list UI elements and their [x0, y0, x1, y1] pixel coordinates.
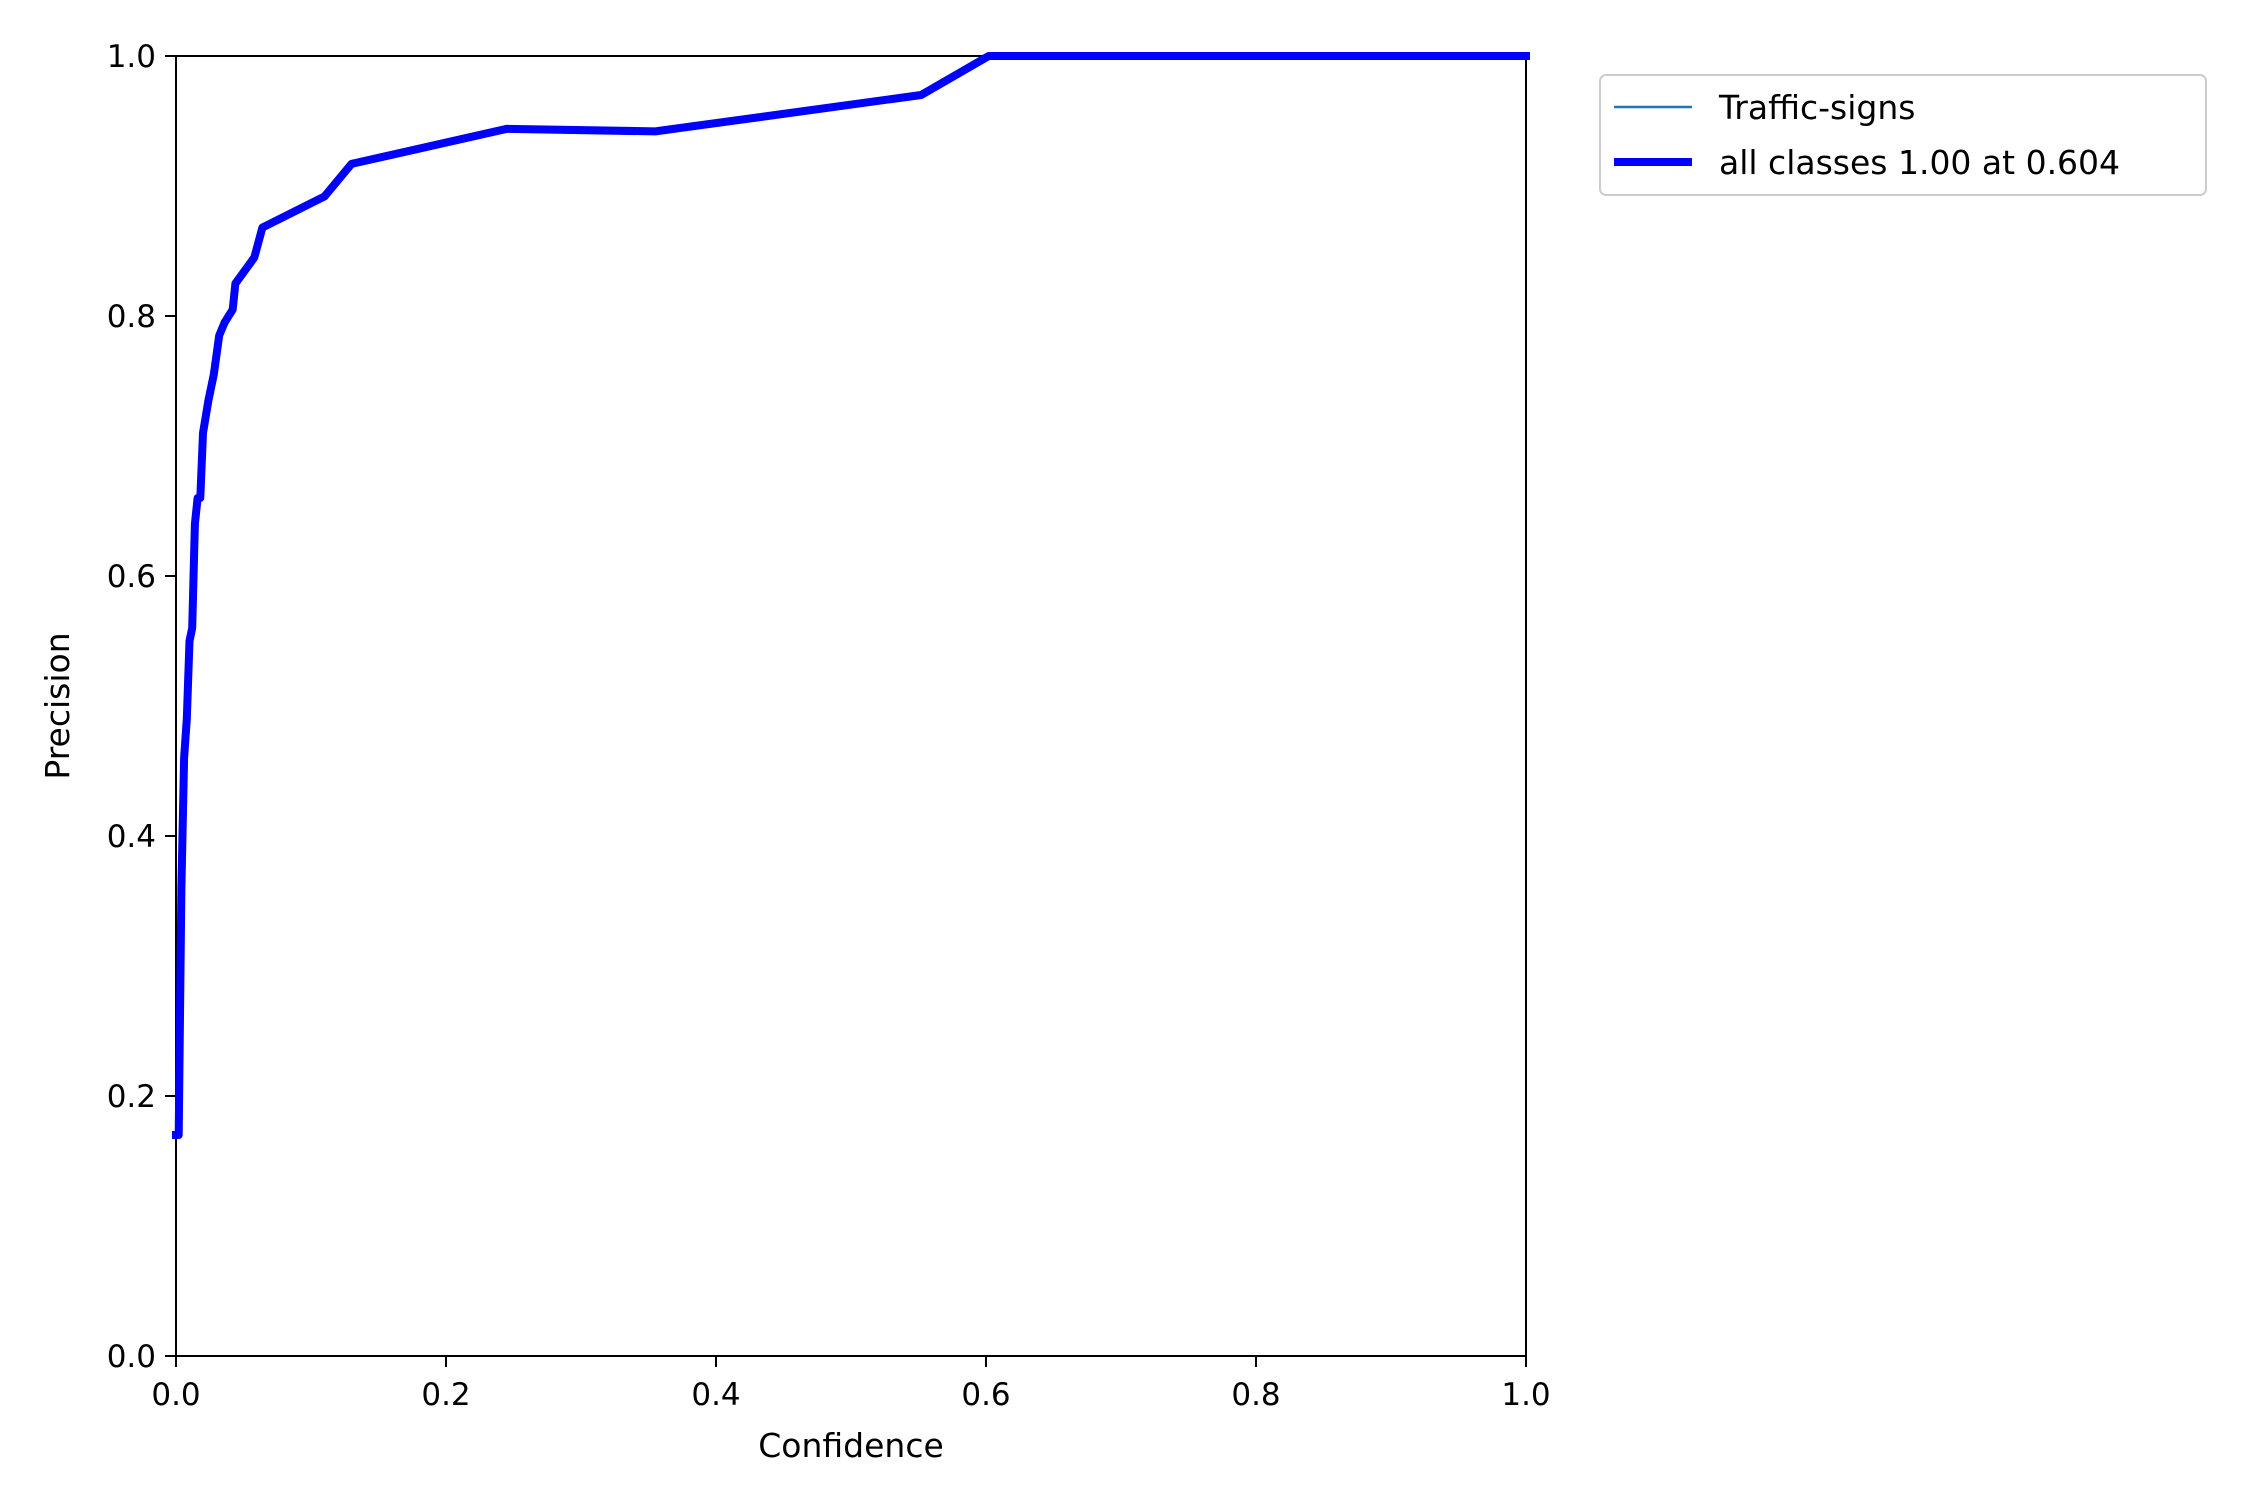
x-tick-label: 0.4 — [691, 1377, 740, 1413]
y-tick-label: 0.6 — [107, 559, 156, 595]
legend-label: Traffic-signs — [1718, 88, 1915, 127]
x-tick-label: 1.0 — [1501, 1377, 1550, 1413]
x-tick-label: 0.2 — [421, 1377, 470, 1413]
series-line-all-classes — [172, 52, 1530, 1139]
y-tick-label: 0.8 — [107, 299, 156, 335]
plot-area-border — [175, 55, 1527, 1357]
x-tick-label: 0.0 — [151, 1377, 200, 1413]
y-tick-label: 0.4 — [107, 819, 156, 855]
x-axis-ticks: 0.0 0.2 0.4 0.6 0.8 1.0 — [151, 1356, 1551, 1413]
x-axis-title: Confidence — [758, 1426, 944, 1465]
legend: Traffic-signs all classes 1.00 at 0.604 — [1599, 74, 2207, 196]
legend-label: all classes 1.00 at 0.604 — [1719, 143, 2120, 182]
y-tick-label: 0.0 — [107, 1339, 156, 1375]
x-tick-label: 0.6 — [961, 1377, 1010, 1413]
legend-box — [1599, 74, 2207, 196]
y-axis-title: Precision — [38, 632, 77, 779]
axes-frame — [175, 55, 1527, 1357]
series-line-traffic-signs — [174, 54, 1528, 1137]
y-tick-label: 1.0 — [107, 39, 156, 75]
x-tick-label: 0.8 — [1231, 1377, 1280, 1413]
y-axis-ticks: 0.0 0.2 0.4 0.6 0.8 1.0 — [107, 39, 176, 1375]
y-tick-label: 0.2 — [107, 1079, 156, 1115]
series-layer — [172, 52, 1530, 1139]
